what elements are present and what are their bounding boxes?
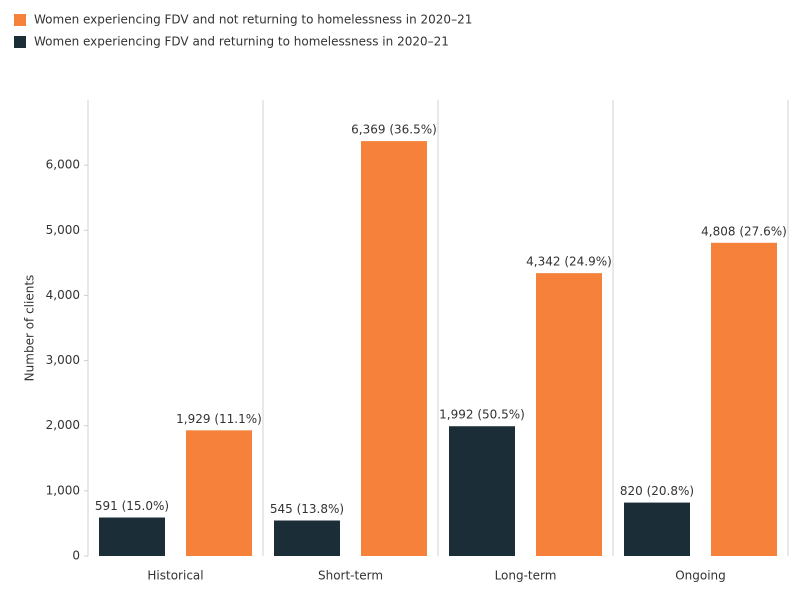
- legend-label: Women experiencing FDV and not returning…: [34, 13, 472, 27]
- value-label: 820 (20.8%): [620, 484, 694, 498]
- y-tick-label: 2,000: [46, 418, 80, 432]
- y-axis-label: Number of clients: [23, 275, 37, 382]
- bar: [711, 242, 777, 556]
- legend-swatch: [14, 14, 26, 26]
- x-tick-label: Short-term: [318, 569, 383, 583]
- y-tick-label: 3,000: [46, 353, 80, 367]
- legend-label: Women experiencing FDV and returning to …: [34, 35, 449, 49]
- bar: [449, 426, 515, 556]
- bar: [99, 517, 165, 556]
- bar: [186, 430, 252, 556]
- bar: [274, 520, 340, 556]
- x-tick-label: Long-term: [495, 569, 557, 583]
- value-label: 4,342 (24.9%): [526, 255, 612, 269]
- value-label: 591 (15.0%): [95, 499, 169, 513]
- y-tick-label: 5,000: [46, 223, 80, 237]
- value-label: 4,808 (27.6%): [701, 224, 787, 238]
- bar: [361, 141, 427, 556]
- value-label: 1,992 (50.5%): [439, 408, 525, 422]
- y-tick-label: 6,000: [46, 158, 80, 172]
- bar: [624, 502, 690, 556]
- y-tick-label: 4,000: [46, 288, 80, 302]
- value-label: 1,929 (11.1%): [176, 412, 262, 426]
- legend-swatch: [14, 36, 26, 48]
- y-tick-label: 1,000: [46, 483, 80, 497]
- value-label: 545 (13.8%): [270, 502, 344, 516]
- x-tick-label: Ongoing: [675, 569, 726, 583]
- value-label: 6,369 (36.5%): [351, 123, 437, 137]
- x-tick-label: Historical: [147, 569, 203, 583]
- y-tick-label: 0: [72, 549, 80, 563]
- bar: [536, 273, 602, 556]
